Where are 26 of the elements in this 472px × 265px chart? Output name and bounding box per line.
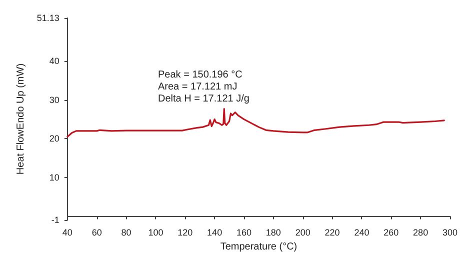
x-tick-label: 40 [62,228,72,238]
x-tick-label: 80 [121,228,132,238]
x-tick-label: 60 [92,228,102,238]
x-tick-label: 100 [148,228,164,238]
x-tick-label: 140 [207,228,222,238]
x-tick-label: 220 [324,228,340,238]
y-tick-label: 30 [49,94,60,105]
annotation: Area = 17.121 mJ [158,82,238,92]
x-tick-label: 200 [295,228,310,238]
x-tick-label: 180 [266,228,281,238]
x-tick-label: 280 [413,228,428,238]
x-tick-label: 260 [384,228,399,238]
y-tick-label: -1 [51,215,60,226]
x-tick-label: 300 [442,228,458,238]
annotation: Peak = 150.196 °C [158,70,242,80]
x-tick-label: 240 [354,228,370,238]
x-tick-label: 120 [178,228,193,238]
y-tick-label: 51.13 [36,13,60,23]
y-tick-label: 20 [49,134,60,144]
x-tick-label: 160 [236,228,252,238]
x-axis-title: Temperature (°C) [220,242,298,252]
y-tick-label: 40 [49,56,60,66]
line-series [66,108,445,138]
y-tick-label: 10 [49,172,60,182]
y-axis-title: Heat FlowEndo Up (mW) [16,63,26,175]
annotation: Delta H = 17.121 J/g [158,94,250,104]
